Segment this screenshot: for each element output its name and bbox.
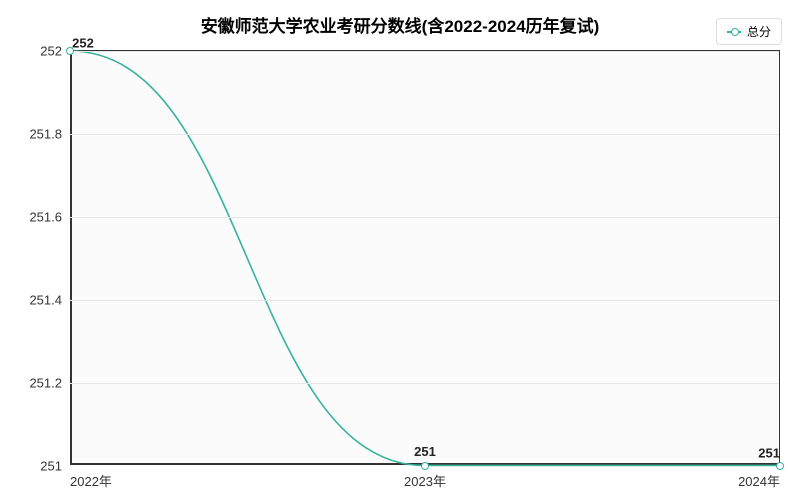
- legend: 总分: [716, 18, 782, 45]
- grid-line: [70, 217, 779, 218]
- y-tick-label: 251.8: [29, 127, 70, 142]
- y-tick-label: 251.2: [29, 376, 70, 391]
- chart-title: 安徽师范大学农业考研分数线(含2022-2024历年复试): [0, 12, 800, 37]
- legend-label: 总分: [747, 23, 771, 40]
- y-tick-label: 251.4: [29, 293, 70, 308]
- data-point: [776, 462, 784, 470]
- legend-swatch: [727, 31, 741, 33]
- data-point: [421, 462, 429, 470]
- data-label: 251: [758, 446, 780, 463]
- x-tick-label: 2022年: [70, 465, 112, 490]
- grid-line: [70, 134, 779, 135]
- chart-container: 安徽师范大学农业考研分数线(含2022-2024历年复试) 总分 251 251.…: [0, 0, 800, 500]
- series-line: [70, 51, 779, 465]
- x-tick-label: 2024年: [738, 465, 780, 490]
- grid-line: [70, 300, 779, 301]
- y-tick-label: 251: [40, 459, 70, 474]
- y-tick-label: 251.6: [29, 210, 70, 225]
- data-label: 251: [414, 444, 436, 461]
- data-label: 252: [72, 36, 94, 53]
- line-svg: [70, 51, 779, 465]
- plot-area: 251251.2251.4251.6251.82522022年2023年2024…: [70, 50, 780, 465]
- grid-line: [70, 383, 779, 384]
- grid-line: [70, 51, 779, 52]
